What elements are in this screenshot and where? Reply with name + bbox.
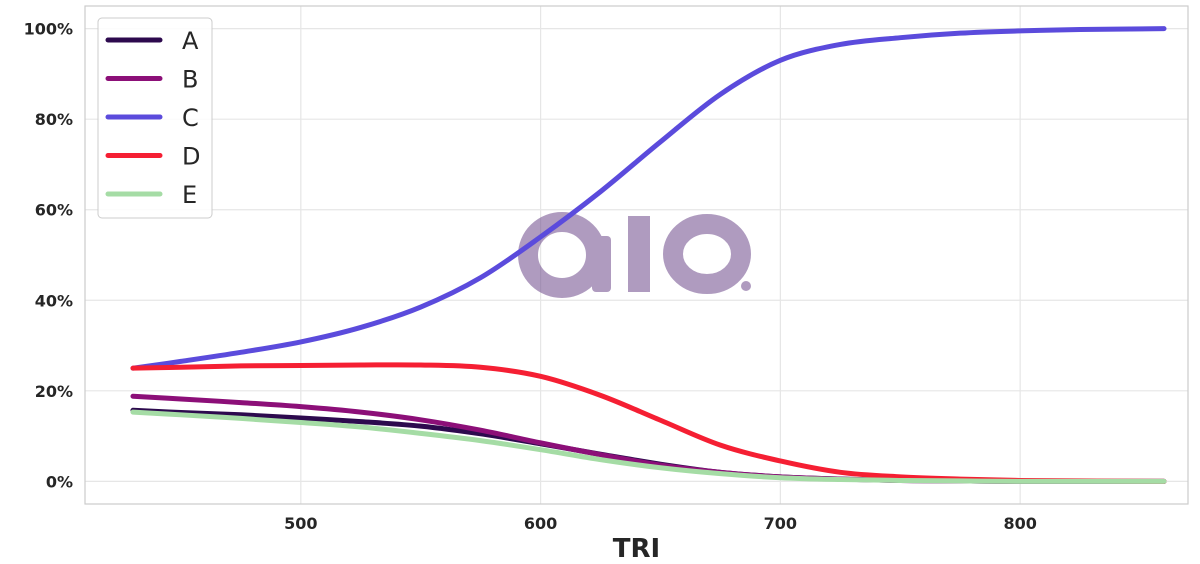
plot-frame xyxy=(84,5,1189,505)
x-tick-label: 500 xyxy=(284,514,317,533)
legend-label-b: B xyxy=(182,66,198,94)
x-tick-label: 800 xyxy=(1003,514,1036,533)
legend-label-e: E xyxy=(182,181,197,209)
series-line-e xyxy=(130,409,1167,484)
y-tick-label: 20% xyxy=(35,382,73,401)
legend-label-c: C xyxy=(182,104,199,132)
x-axis-label: TRI xyxy=(613,534,660,560)
y-tick-label: 100% xyxy=(24,20,73,39)
y-tick-label: 0% xyxy=(46,472,73,491)
y-tick-label: 60% xyxy=(35,201,73,220)
x-tick-label: 600 xyxy=(524,514,557,533)
legend-label-a: A xyxy=(182,27,199,55)
series-line-c xyxy=(130,26,1167,371)
x-axis-ticks: 500 600 700 800 xyxy=(284,514,1037,533)
y-axis-ticks: 0% 20% 40% 60% 80% 100% xyxy=(24,20,73,492)
legend-label-d: D xyxy=(182,143,200,171)
x-tick-label: 700 xyxy=(764,514,797,533)
y-tick-label: 40% xyxy=(35,291,73,310)
y-tick-label: 80% xyxy=(35,110,73,129)
series-lines xyxy=(130,26,1167,484)
